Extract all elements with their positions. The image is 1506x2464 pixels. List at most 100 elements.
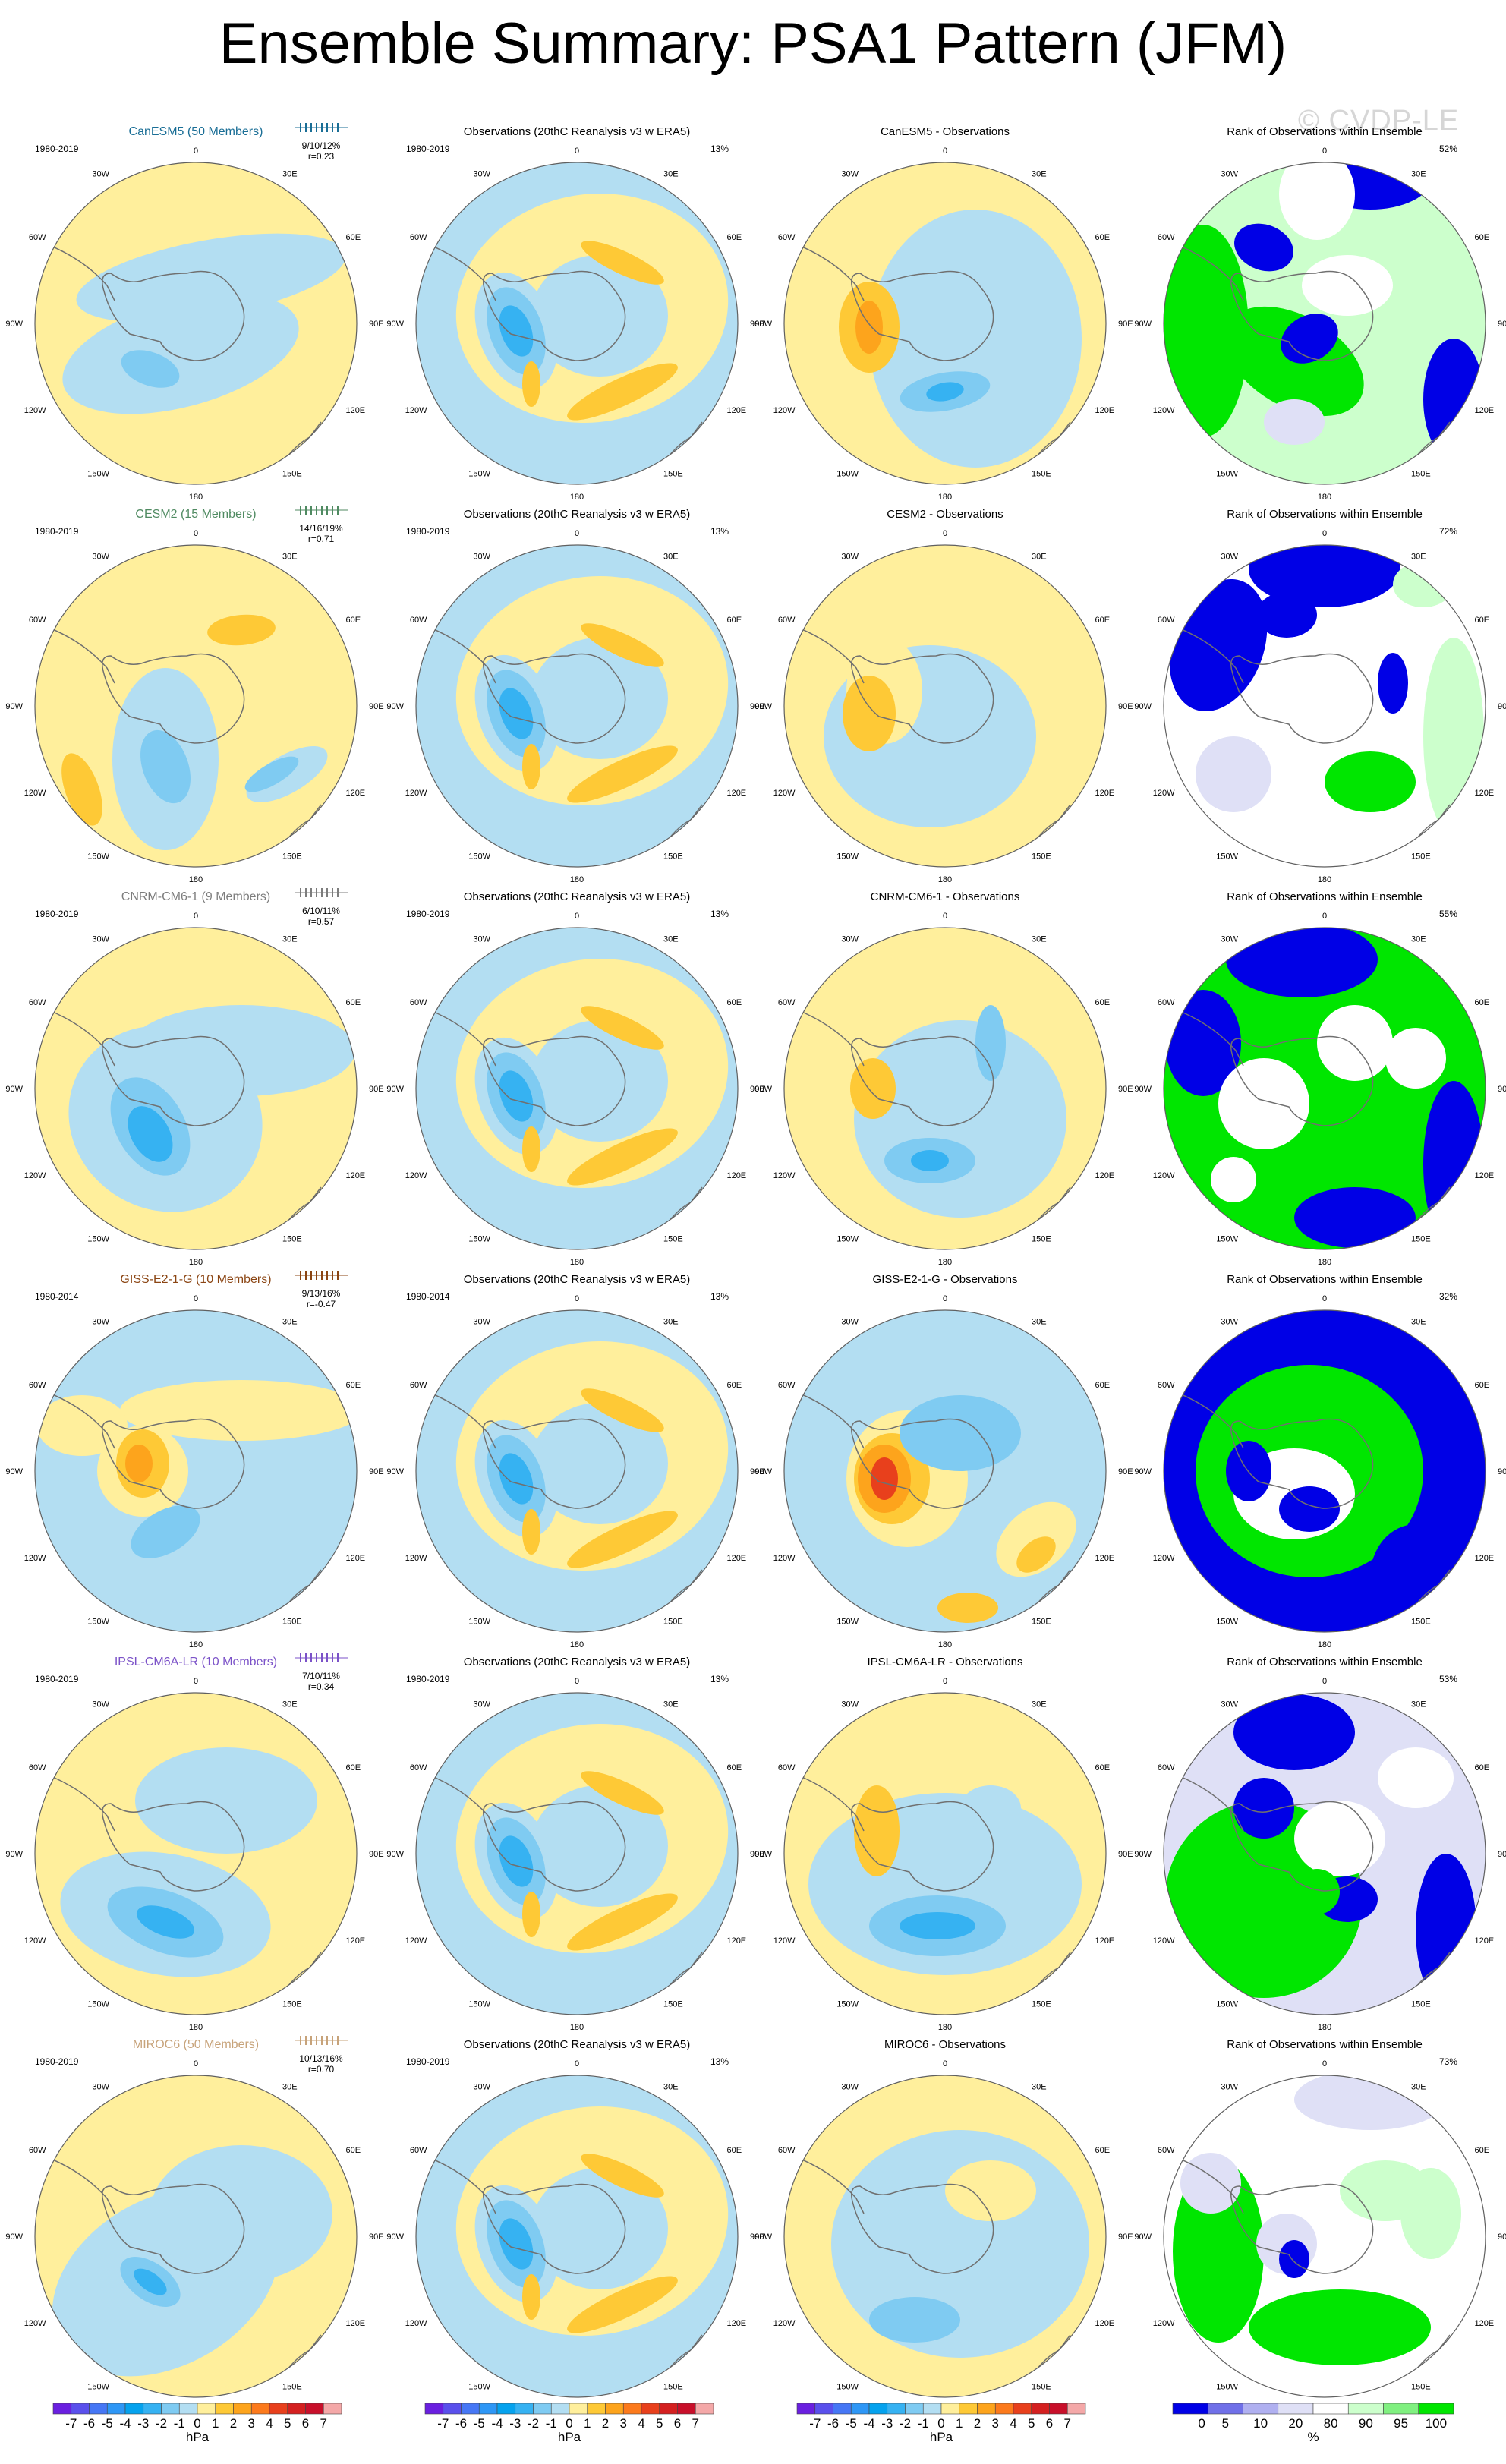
slp-colorbar-2-swatch [605, 2403, 624, 2415]
observations-title: Observations (20thC Reanalysis v3 w ERA5… [464, 890, 690, 903]
longitude-label: 90W [386, 1850, 404, 1859]
observations-panel-contour-region [531, 1785, 668, 1907]
slp-colorbar-2-swatch [478, 2403, 498, 2415]
slp-colorbar-3-swatch [1031, 2403, 1050, 2415]
rank-percent: 32% [1439, 1291, 1457, 1302]
slp-colorbar-2-tick-label: -5 [474, 2416, 485, 2431]
longitude-label: 30E [1411, 2083, 1426, 2092]
model-panel-contour-region [62, 293, 299, 414]
longitude-label: 150E [282, 852, 302, 861]
observations-panel-boundary [415, 544, 739, 868]
observations-panel [416, 162, 738, 484]
model-panel-contour-region [140, 729, 191, 804]
slp-colorbar-3-tick-label: 2 [974, 2416, 981, 2431]
longitude-label: 90E [750, 320, 765, 329]
rank-panel-contour-region [1165, 990, 1241, 1096]
difference-panel [784, 1693, 1106, 2015]
rank-panel-boundary [1163, 1692, 1486, 2015]
longitude-label: 30E [1032, 1318, 1047, 1327]
longitude-label: 30E [663, 2083, 679, 2092]
rank-panel-contour-region [1279, 2240, 1309, 2278]
longitude-label: 120E [345, 1554, 365, 1563]
longitude-label: 90E [369, 1085, 384, 1094]
model-panel [35, 1310, 357, 1632]
observations-panel-boundary [415, 927, 739, 1250]
longitude-label: 90W [1134, 1850, 1152, 1859]
slp-colorbar-2-swatch [587, 2403, 606, 2415]
slp-colorbar-3-tick-label: 5 [1028, 2416, 1035, 2431]
longitude-label: 90E [369, 2232, 384, 2242]
slp-colorbar-3-swatch [868, 2403, 888, 2415]
slp-colorbar-1-swatch [52, 2403, 72, 2415]
difference-panel-contour-region [869, 2297, 960, 2343]
longitude-label: 150W [87, 1999, 109, 2009]
rank-panel-contour-region [1317, 1005, 1393, 1081]
model-panel-contour-region [134, 2268, 167, 2295]
longitude-label: 60W [1158, 233, 1175, 242]
longitude-label: 0 [943, 1677, 947, 1686]
longitude-label: 60E [345, 2146, 361, 2155]
slp-colorbar-1-tick-label: -2 [156, 2416, 167, 2431]
observations-panel-contour-region [522, 1892, 540, 1937]
difference-panel-antarctica-coastline [851, 270, 994, 361]
longitude-label: 150W [468, 2382, 490, 2391]
slp-colorbar-2-tick-label: 6 [674, 2416, 681, 2431]
difference-title: CNRM-CM6-1 - Observations [871, 890, 1020, 903]
slp-colorbar-3-swatch [1066, 2403, 1086, 2415]
longitude-label: 30W [841, 2083, 859, 2092]
pattern-correlation: r=-0.47 [307, 1299, 336, 1309]
longitude-label: 180 [570, 875, 584, 884]
longitude-label: 150E [1032, 1999, 1051, 2009]
longitude-label: 90W [755, 1850, 772, 1859]
period-label: 1980-2019 [406, 526, 450, 537]
longitude-label: 180 [1318, 875, 1331, 884]
longitude-label: 150E [663, 1999, 683, 2009]
model-panel [35, 545, 357, 867]
longitude-label: 90W [5, 1850, 23, 1859]
observations-panel-antarctica-coastline [483, 270, 626, 361]
longitude-label: 30W [841, 935, 859, 944]
longitude-label: 150W [836, 469, 859, 478]
period-label: 1980-2019 [35, 2056, 79, 2067]
difference-title: IPSL-CM6A-LR - Observations [867, 1656, 1022, 1668]
longitude-label: 30W [841, 1318, 859, 1327]
longitude-label: 0 [943, 2059, 947, 2069]
difference-title: MIROC6 - Observations [884, 2038, 1006, 2051]
longitude-label: 60W [410, 1763, 427, 1772]
longitude-label: 60W [1158, 2146, 1175, 2155]
rank-percent: 73% [1439, 2056, 1457, 2067]
longitude-label: 150E [663, 2382, 683, 2391]
longitude-label: 90E [369, 1850, 384, 1859]
difference-panel-contour-region [900, 1912, 975, 1939]
slp-colorbar-3-swatch [796, 2403, 816, 2415]
longitude-label: 150W [836, 2382, 859, 2391]
longitude-label: 60W [778, 2146, 796, 2155]
difference-panel [784, 1310, 1106, 1632]
slp-colorbar-2-swatch [677, 2403, 696, 2415]
longitude-label: 120E [345, 789, 365, 798]
rank-panel-contour-region [1378, 1747, 1454, 1808]
difference-panel-contour-region [871, 1457, 898, 1500]
rank-percent: 72% [1439, 526, 1457, 537]
longitude-label: 60W [778, 998, 796, 1007]
longitude-label: 150E [282, 469, 302, 478]
observations-title: Observations (20thC Reanalysis v3 w ERA5… [464, 125, 690, 138]
slp-colorbar-2-swatch [569, 2403, 588, 2415]
observations-panel-contour-region [522, 1126, 540, 1172]
observations-panel-contour-region [581, 2154, 664, 2198]
longitude-label: 180 [570, 1640, 584, 1649]
longitude-label: 90W [5, 702, 23, 711]
longitude-label: 180 [1318, 1640, 1331, 1649]
model-title: CESM2 (15 Members) [135, 508, 256, 521]
rank-panel-contour-region [1218, 1058, 1309, 1149]
difference-panel-antarctica-coastline [851, 653, 994, 744]
longitude-label: 0 [1322, 147, 1327, 156]
model-panel-contour-region [136, 1905, 195, 1939]
observations-panel-contour-region [531, 1403, 668, 1524]
rank-colorbar-swatch [1207, 2403, 1243, 2415]
observations-panel-contour-region [499, 2218, 534, 2270]
observations-panel-contour-region [581, 623, 664, 667]
longitude-label: 150E [1411, 1234, 1431, 1243]
longitude-label: 150W [87, 1617, 109, 1626]
rank-title: Rank of Observations within Ensemble [1227, 1656, 1423, 1668]
